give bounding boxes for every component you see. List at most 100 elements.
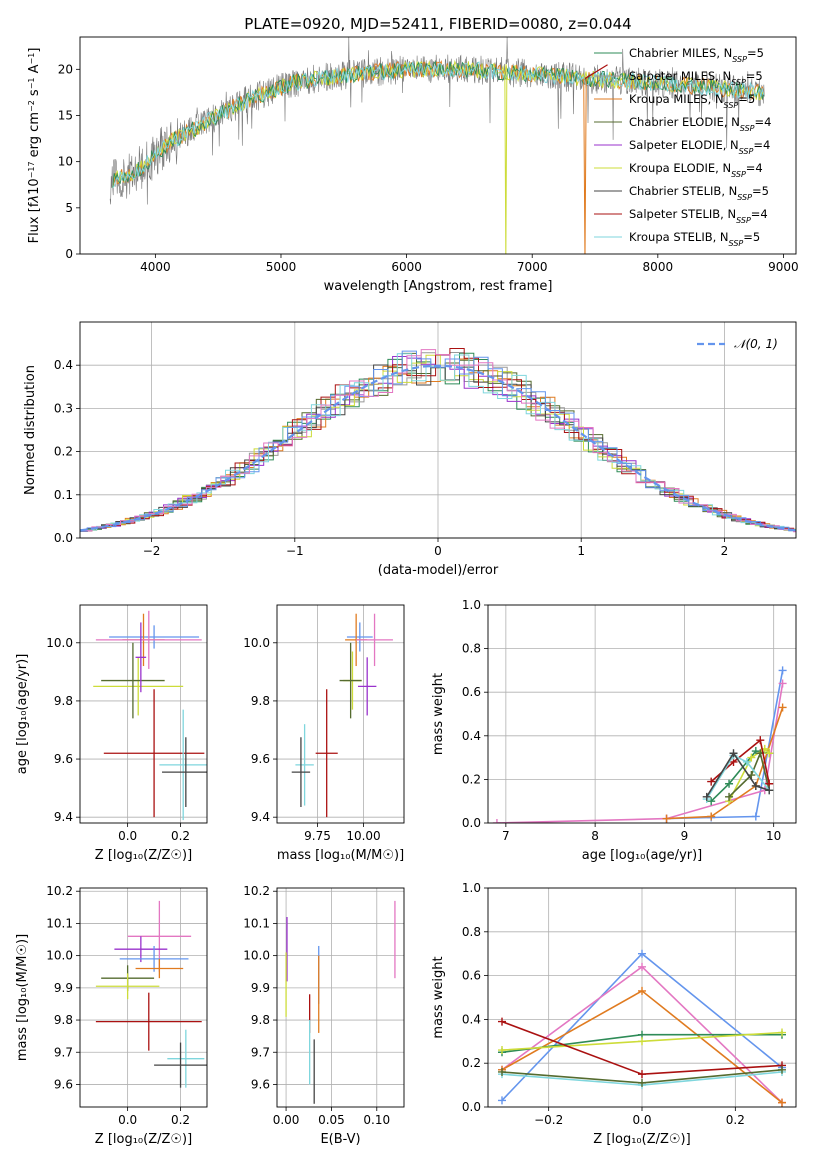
weight-marker	[707, 812, 716, 821]
weight-marker	[729, 749, 738, 758]
y-tick-label: 0.4	[462, 1012, 481, 1026]
legend-entry: Chabrier STELIB, NSSP=5	[629, 184, 769, 202]
weight-series	[662, 666, 787, 823]
legend-subscript: SSP	[739, 147, 754, 156]
legend-subscript: SSP	[736, 216, 751, 225]
legend-value: =4	[746, 161, 763, 175]
histogram-step	[82, 353, 796, 531]
error-bar	[356, 613, 393, 667]
weight-marker	[498, 1046, 506, 1055]
panel-age_z: 0.0 0.2 9.4 9.6 9.8 10.0 Z [log₁₀(Z/Z☉)] age [l…	[15, 604, 208, 863]
x-axis-label: mass [log₁₀(M/M☉)]	[277, 848, 404, 863]
weight-marker	[638, 1070, 646, 1079]
legend-label: Chabrier ELODIE, N	[629, 115, 740, 129]
legend-subscript: SSP	[731, 170, 746, 179]
plot-area	[291, 613, 393, 818]
weight-marker	[707, 797, 716, 806]
weight-marker	[742, 757, 751, 766]
y-tick-label: 0.2	[462, 1056, 481, 1070]
legend-value: =4	[751, 207, 768, 221]
weight-line	[496, 683, 784, 823]
y-tick-label: 9.9	[251, 981, 270, 995]
plot-area	[95, 900, 207, 1088]
plot-area	[498, 949, 786, 1107]
y-tick-label: 9.8	[54, 694, 73, 708]
weight-marker	[498, 1017, 506, 1026]
y-tick-label: 10.0	[46, 949, 73, 963]
weight-series	[662, 703, 787, 823]
y-axis-label: mass [log₁₀(M/M☉)]	[15, 934, 30, 1061]
panel-mw_age: 7 8 9 10 0.0 0.2 0.4 0.6 0.8 1.0 age [log₁₀(age/yr…	[431, 598, 797, 863]
x-tick-label: 9	[681, 829, 689, 843]
axes-frame	[276, 887, 405, 1108]
weight-marker	[498, 1067, 506, 1076]
weight-marker	[778, 703, 787, 712]
spectrum-model-line	[584, 64, 608, 80]
x-tick-label: 0.0	[118, 1113, 137, 1127]
weight-line	[666, 670, 784, 820]
x-tick-label: 8	[591, 829, 599, 843]
legend-value: =5	[738, 92, 755, 106]
y-axis-label: age [log₁₀(age/yr)]	[15, 654, 30, 775]
spectrum-data-line	[109, 37, 765, 205]
x-tick-label: 0	[434, 544, 442, 558]
legend-entry: Salpeter MILES, NSSP=5	[629, 69, 763, 87]
grid-lines	[277, 605, 404, 823]
weight-marker	[747, 753, 756, 762]
error-bar	[135, 622, 147, 693]
axes-frame	[79, 604, 208, 824]
weight-marker	[751, 812, 760, 821]
y-tick-label: 9.4	[54, 810, 73, 824]
legend-entry: Kroupa STELIB, NSSP=5	[629, 230, 760, 248]
x-tick-label: 9000	[768, 260, 799, 274]
x-tick-label: 0.2	[171, 829, 190, 843]
weight-marker	[638, 1037, 646, 1046]
weight-marker	[778, 666, 787, 675]
x-axis-label: wavelength [Angstrom, rest frame]	[324, 279, 553, 294]
y-tick-label: 10.2	[243, 884, 270, 898]
error-bar	[114, 936, 168, 963]
y-tick-label: 9.6	[54, 1077, 73, 1091]
x-axis-label: Z [log₁₀(Z/Z☉)]	[95, 848, 192, 863]
legend: 𝒩(0, 1)	[697, 337, 778, 351]
weight-marker	[765, 749, 774, 758]
y-tick-label: 9.8	[54, 1013, 73, 1027]
spectrum-dropout	[583, 78, 587, 254]
legend-subscript: SSP	[732, 55, 747, 64]
y-tick-label: 0.6	[462, 685, 481, 699]
x-tick-label: 0.2	[171, 1113, 190, 1127]
y-tick-label: 9.6	[251, 1077, 270, 1091]
error-bar	[295, 724, 314, 806]
panel-mass_z: 0.0 0.2 9.6 9.7 9.8 9.9 10.0 10.1 10.2 Z [log₁₀(Z…	[15, 884, 208, 1147]
legend-subscript: SSP	[729, 239, 744, 248]
weight-marker	[751, 781, 760, 790]
weight-marker	[778, 1065, 786, 1074]
weight-series	[702, 749, 774, 801]
x-tick-label: 6000	[391, 260, 422, 274]
error-bar	[103, 689, 205, 818]
weight-marker	[492, 819, 501, 823]
plot-area	[93, 610, 207, 821]
legend-subscript: SSP	[740, 124, 755, 133]
error-bar	[154, 1042, 207, 1088]
x-tick-label: −0.2	[534, 1113, 563, 1127]
y-tick-label: 9.8	[251, 694, 270, 708]
weight-line	[706, 754, 770, 800]
y-tick-label: 9.6	[54, 752, 73, 766]
weight-marker	[725, 792, 734, 801]
weight-line	[728, 750, 770, 798]
weight-marker	[638, 986, 646, 995]
x-tick-label: 4000	[140, 260, 171, 274]
weight-marker	[756, 736, 765, 745]
y-tick-label: 0.1	[54, 488, 73, 502]
x-tick-label: 10	[766, 829, 781, 843]
legend-subscript: SSP	[724, 101, 739, 110]
y-tick-label: 0.6	[462, 969, 481, 983]
weight-marker	[778, 679, 787, 688]
weight-series	[498, 1028, 786, 1055]
x-tick-label: 5000	[266, 260, 297, 274]
x-tick-label: 2	[721, 544, 729, 558]
weight-marker	[638, 962, 646, 971]
